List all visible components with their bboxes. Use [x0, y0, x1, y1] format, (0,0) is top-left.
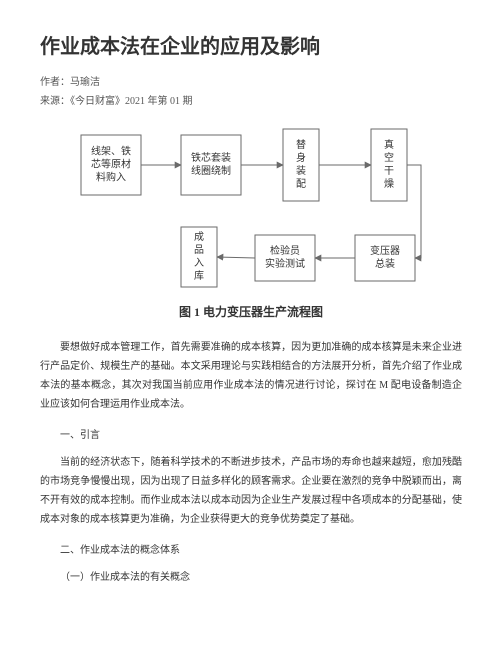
author-line: 作者：马瑜洁: [40, 73, 462, 88]
paragraph-body-1: 当前的经济状态下，随着科学技术的不断进步技术，产品市场的寿命也越来越短，愈加残酷…: [40, 453, 462, 529]
flow-node-label: 空: [384, 151, 394, 164]
flow-node-label: 品: [194, 244, 204, 256]
flow-node-label: 替: [296, 138, 306, 151]
section-heading-1: 一、引言: [40, 426, 462, 441]
flow-node-label: 变压器: [370, 244, 400, 257]
flow-node-label: 线架、铁: [91, 144, 131, 157]
flow-node-label: 铁芯套装: [191, 151, 231, 164]
flow-node-label: 燥: [384, 178, 394, 190]
flow-node-label: 配: [296, 178, 306, 190]
flow-node-label: 干: [384, 166, 394, 177]
source-line: 来源：《今日财富》2021 年第 01 期: [40, 92, 462, 107]
flow-node-label: 装: [296, 164, 306, 177]
paragraph-intro: 要想做好成本管理工作，首先需要准确的成本核算，因为更加准确的成本核算是未来企业进…: [40, 338, 462, 414]
section-heading-2: 二、作业成本法的概念体系: [40, 541, 462, 556]
flow-node-label: 实验测试: [265, 257, 305, 270]
flow-node-label: 线圈绕制: [191, 164, 231, 177]
flow-node-label: 检验员: [270, 244, 300, 257]
flow-edge: [217, 257, 255, 258]
flow-node-label: 身: [296, 151, 306, 164]
flow-node-label: 库: [194, 269, 204, 282]
flowchart-caption: 图 1 电力变压器生产流程图: [40, 303, 462, 320]
flow-node-label: 总装: [375, 257, 395, 270]
flow-node-label: 料购入: [96, 170, 126, 183]
section-heading-3: （一）作业成本法的有关概念: [40, 568, 462, 583]
flow-node-label: 真: [384, 138, 394, 151]
flowchart-container: 线架、铁芯等原材料购入 铁芯套装线圈绕制 替身装配 真空干燥变压器总装 检验员实验测试 成…: [40, 125, 462, 295]
flow-node-label: 入: [194, 258, 204, 269]
flow-node-label: 成: [194, 231, 204, 243]
flowchart-svg: 线架、铁芯等原材料购入 铁芯套装线圈绕制 替身装配 真空干燥变压器总装 检验员实验测试 成…: [71, 125, 431, 295]
flow-node-label: 芯等原材: [91, 157, 131, 170]
page-title: 作业成本法在企业的应用及影响: [40, 30, 462, 59]
